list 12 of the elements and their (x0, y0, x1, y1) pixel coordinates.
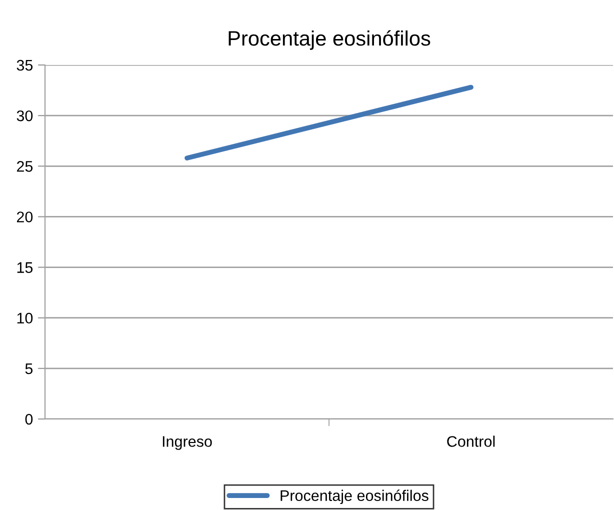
y-tick-label: 15 (17, 262, 33, 273)
chart-title: Procentaje eosinófilos (228, 30, 430, 50)
y-tick-label: 0 (25, 414, 33, 425)
x-tick-label: Control (447, 436, 495, 447)
y-tick-label: 20 (16, 212, 33, 222)
y-tick-label: 10 (17, 312, 33, 324)
y-tick-label: 35 (16, 60, 33, 71)
legend-label: Procentaje eosinófilos (280, 490, 428, 504)
x-tick-label: Ingreso (162, 436, 212, 450)
y-tick-label: 25 (16, 161, 33, 172)
y-tick-label: 5 (25, 363, 33, 374)
y-tick-label: 30 (16, 110, 33, 122)
